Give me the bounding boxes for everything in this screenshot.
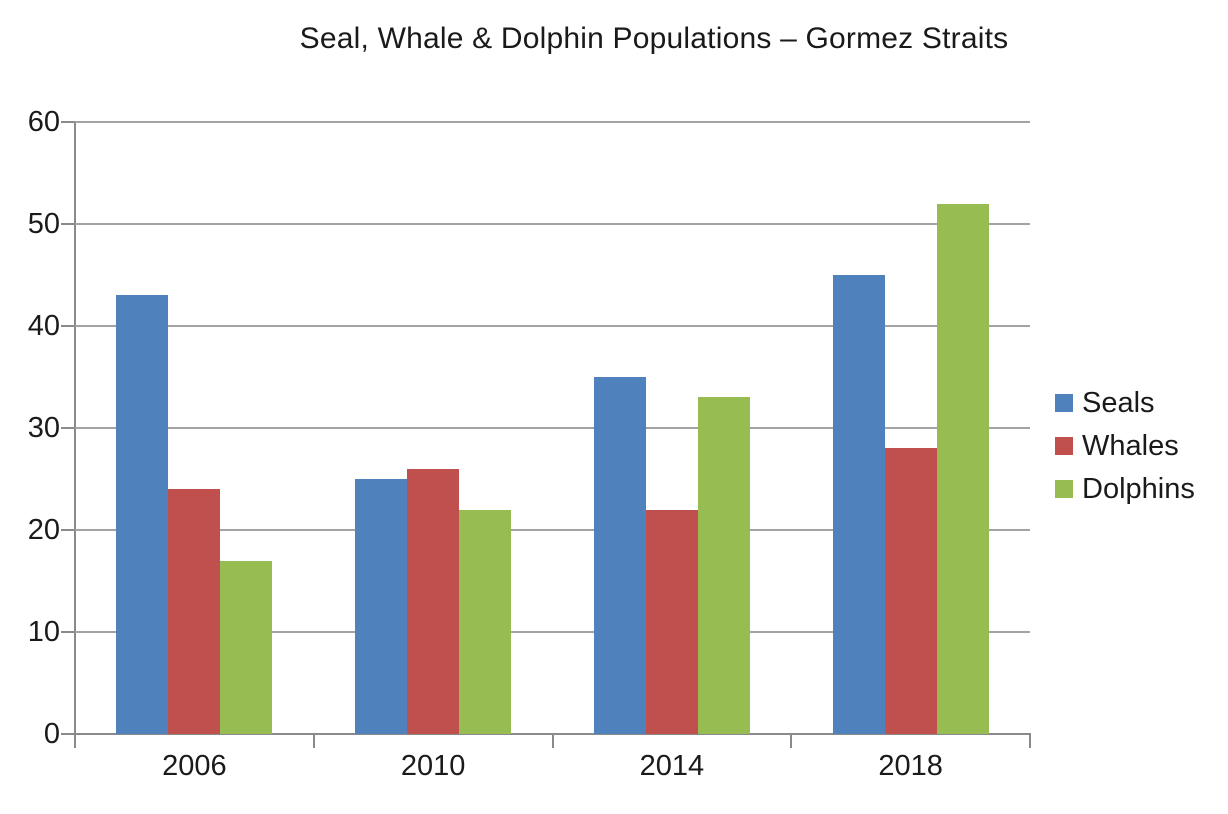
bar-dolphins-2010 [459,509,512,734]
legend-swatch-whales [1055,437,1073,455]
legend-label-seals: Seals [1082,387,1155,419]
y-tick-50 [61,223,75,225]
y-tick-label-60: 60 [27,106,60,138]
x-category-label-2014: 2014 [639,750,705,782]
x-tick-3 [790,734,793,748]
x-category-label-2010: 2010 [400,750,466,782]
y-tick-label-50: 50 [27,208,60,240]
x-category-label-2006: 2006 [162,750,227,782]
bar-whales-2010 [407,468,460,734]
bar-dolphins-2014 [697,397,750,734]
gridline-40 [75,325,1030,327]
x-tick-4 [1029,734,1031,748]
bar-seals-2006 [116,295,169,734]
legend-swatch-dolphins [1055,480,1073,498]
y-tick-label-40: 40 [27,310,60,342]
legend-item-seals: Seals [1055,387,1195,419]
legend-label-dolphins: Dolphins [1082,473,1195,505]
y-tick-label-0: 0 [43,718,60,750]
y-tick-60 [61,121,75,123]
y-tick-30 [61,427,75,429]
plot-area [61,121,1031,748]
legend: Seals Whales Dolphins [1055,387,1195,516]
y-tick-0 [61,733,75,735]
gridline-50 [75,223,1030,225]
x-category-label-2018: 2018 [878,750,943,782]
bar-seals-2010 [355,479,408,734]
gridline-20 [75,529,1030,531]
bar-whales-2006 [168,489,221,734]
bar-whales-2014 [645,509,698,734]
gridline-10 [75,631,1030,633]
y-tick-10 [61,631,75,633]
y-axis-line [74,122,76,748]
legend-item-dolphins: Dolphins [1055,473,1195,505]
x-tick-2 [551,734,554,748]
y-tick-label-30: 30 [27,412,60,444]
legend-label-whales: Whales [1082,430,1179,462]
legend-item-whales: Whales [1055,430,1195,462]
gridline-60 [75,121,1030,123]
bar-seals-2018 [832,275,885,734]
y-tick-label-20: 20 [27,514,60,546]
chart-title: Seal, Whale & Dolphin Populations – Gorm… [299,22,1009,55]
y-tick-20 [61,529,75,531]
bar-dolphins-2018 [936,203,989,734]
bar-seals-2014 [593,377,646,734]
bar-dolphins-2006 [220,560,273,734]
y-tick-40 [61,325,75,327]
legend-swatch-seals [1055,394,1073,412]
y-axis-labels: 0 10 20 30 40 50 60 [0,0,60,814]
bar-whales-2018 [884,448,937,734]
x-tick-1 [312,734,315,748]
y-tick-label-10: 10 [27,616,60,648]
gridline-30 [75,427,1030,429]
